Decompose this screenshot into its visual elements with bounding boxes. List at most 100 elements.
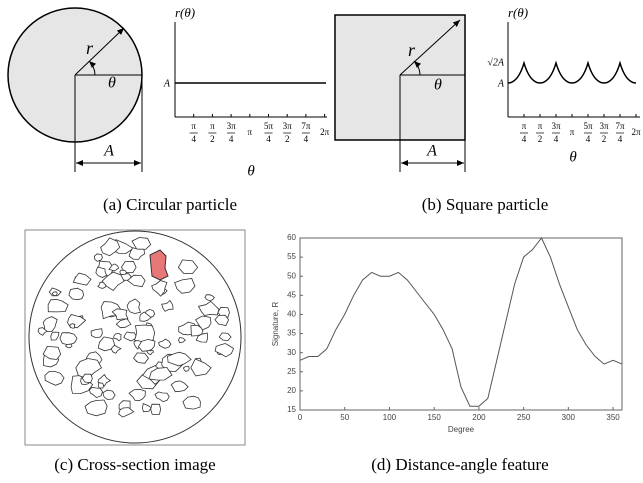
- particles: [37, 237, 235, 418]
- graph-xlabel: θ: [247, 163, 255, 179]
- y-axis-label: Signature, R: [271, 302, 280, 347]
- particle: [214, 314, 230, 326]
- x-tick-label: 250: [517, 413, 531, 422]
- x-tick-label: 100: [383, 413, 397, 422]
- particle: [118, 407, 135, 418]
- particle: [119, 269, 127, 276]
- particle: [177, 259, 199, 275]
- theta-label: θ: [108, 75, 116, 92]
- angle-arc: [88, 60, 97, 76]
- x-tick-label: 200: [472, 413, 486, 422]
- tick-denominator: 4: [586, 134, 591, 144]
- tick-label: 2π: [320, 127, 330, 137]
- tick-numerator: 3π: [551, 121, 561, 131]
- radius-arrow: [399, 19, 461, 76]
- a-label: A: [103, 143, 114, 160]
- r-label: r: [408, 40, 416, 60]
- tick-numerator: 5π: [583, 121, 593, 131]
- x-tick-label: 300: [562, 413, 576, 422]
- tick-numerator: 7π: [301, 121, 311, 131]
- particle: [47, 299, 69, 313]
- particle: [51, 291, 58, 296]
- y-tick-label: 35: [287, 329, 296, 338]
- tick-numerator: 3π: [227, 121, 237, 131]
- particle: [97, 382, 105, 389]
- tick-denominator: 4: [554, 134, 559, 144]
- tick-denominator: 2: [602, 134, 607, 144]
- particle: [182, 366, 190, 372]
- y-tick-label: 60: [287, 233, 296, 242]
- particle: [126, 298, 142, 314]
- particle: [151, 280, 168, 297]
- particle: [204, 294, 215, 302]
- tick-numerator: 3π: [283, 121, 293, 131]
- particle: [123, 331, 137, 342]
- particle: [132, 352, 150, 364]
- particle: [44, 371, 65, 386]
- y-tick-label: 30: [287, 348, 296, 357]
- tick-numerator: 5π: [264, 121, 274, 131]
- x-tick-label: 0: [298, 413, 303, 422]
- particle: [150, 403, 162, 415]
- particle: [141, 403, 152, 413]
- tick-numerator: 3π: [599, 121, 609, 131]
- signature-curve: [507, 60, 637, 84]
- particle: [190, 358, 212, 377]
- tick-denominator: 4: [229, 134, 234, 144]
- tick-denominator: 2: [285, 134, 290, 144]
- tick-label: 2π: [631, 127, 641, 137]
- data-line: [299, 237, 623, 407]
- theta-label: θ: [434, 77, 442, 94]
- particle: [95, 266, 108, 278]
- r-label: r: [86, 38, 94, 58]
- particle: [161, 299, 174, 312]
- y-tick-label: 40: [287, 310, 296, 319]
- level-label: √2A: [487, 57, 504, 68]
- tick-numerator: π: [191, 121, 196, 131]
- a-label: A: [426, 143, 437, 160]
- particle: [128, 247, 146, 260]
- level-label: A: [497, 78, 505, 89]
- particle: [102, 389, 116, 400]
- particle: [93, 253, 103, 262]
- particle: [69, 323, 76, 329]
- tick-label: π: [248, 127, 253, 137]
- particle: [218, 332, 232, 342]
- plot-frame: [299, 237, 623, 411]
- particle: [101, 271, 125, 292]
- particle: [195, 332, 209, 343]
- highlighted-particle: [149, 249, 169, 281]
- graph-ylabel: r(θ): [175, 5, 195, 20]
- particle: [42, 316, 58, 333]
- particle: [174, 278, 196, 294]
- y-tick-label: 45: [287, 290, 296, 299]
- particle: [182, 395, 201, 410]
- particle: [90, 328, 103, 339]
- particle: [120, 260, 137, 274]
- tick-numerator: 7π: [615, 121, 625, 131]
- particle: [100, 237, 121, 257]
- particle: [37, 327, 48, 336]
- particle: [197, 300, 220, 316]
- particle: [139, 311, 152, 322]
- particle: [65, 343, 73, 349]
- particle: [108, 263, 120, 272]
- y-tick-label: 50: [287, 271, 296, 280]
- y-tick-label: 20: [287, 386, 296, 395]
- particle: [115, 318, 132, 329]
- tick-label: π: [570, 127, 575, 137]
- particle: [75, 358, 103, 380]
- particle: [81, 373, 93, 383]
- particle: [128, 388, 146, 402]
- particle: [148, 367, 173, 381]
- tick-numerator: π: [522, 121, 527, 131]
- particle: [195, 315, 212, 331]
- tick-denominator: 4: [522, 134, 527, 144]
- caption: (b) Square particle: [422, 195, 549, 214]
- particle: [214, 343, 235, 358]
- caption: (d) Distance-angle feature: [371, 455, 548, 474]
- y-tick-label: 15: [287, 405, 296, 414]
- particle: [113, 333, 122, 342]
- radius-arrow: [74, 27, 125, 76]
